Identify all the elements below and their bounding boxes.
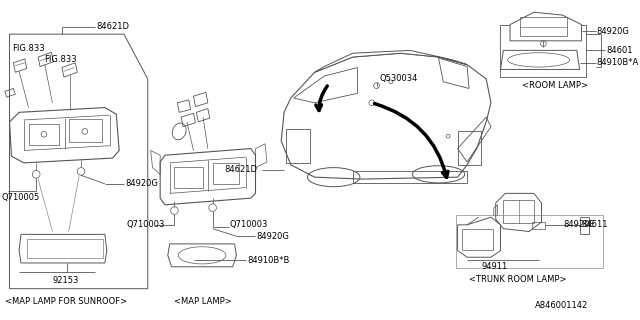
- Polygon shape: [315, 50, 467, 72]
- Text: <MAP LAMP>: <MAP LAMP>: [175, 297, 232, 306]
- Text: 84601: 84601: [606, 46, 633, 55]
- Polygon shape: [19, 234, 107, 263]
- Bar: [520, 17, 567, 36]
- Bar: [175, 167, 203, 188]
- Text: <ROOM LAMP>: <ROOM LAMP>: [522, 81, 588, 90]
- Text: 84910B*A: 84910B*A: [596, 58, 639, 67]
- Text: 84920G: 84920G: [125, 179, 158, 188]
- Bar: [68, 119, 102, 142]
- Polygon shape: [10, 108, 119, 163]
- Bar: [212, 163, 239, 184]
- Text: Q710003: Q710003: [127, 220, 165, 229]
- Text: A846001142: A846001142: [535, 301, 588, 310]
- Bar: [29, 124, 59, 145]
- Bar: [353, 172, 467, 183]
- Text: 84621D: 84621D: [224, 165, 257, 174]
- Text: FIG.833: FIG.833: [44, 55, 76, 64]
- Bar: [500, 25, 586, 77]
- Text: <MAP LAMP FOR SUNROOF>: <MAP LAMP FOR SUNROOF>: [4, 297, 127, 306]
- Text: Q710003: Q710003: [230, 220, 268, 229]
- Text: 84920G: 84920G: [596, 27, 630, 36]
- Polygon shape: [168, 244, 236, 267]
- Bar: [456, 215, 604, 268]
- Polygon shape: [500, 50, 580, 69]
- Bar: [503, 200, 534, 223]
- Text: 84920E: 84920E: [563, 220, 595, 229]
- Text: 94911: 94911: [481, 262, 508, 271]
- Polygon shape: [160, 148, 255, 205]
- Polygon shape: [10, 34, 148, 289]
- Text: Q530034: Q530034: [380, 75, 418, 84]
- Polygon shape: [281, 53, 491, 179]
- Text: 84611: 84611: [582, 220, 608, 229]
- Bar: [27, 239, 103, 258]
- Bar: [462, 228, 493, 250]
- Polygon shape: [496, 193, 541, 231]
- Bar: [286, 130, 310, 163]
- Text: Q710005: Q710005: [2, 193, 40, 202]
- Polygon shape: [510, 12, 582, 41]
- Text: 84621D: 84621D: [96, 22, 129, 31]
- Text: FIG.833: FIG.833: [12, 44, 45, 53]
- Polygon shape: [458, 217, 500, 257]
- Text: 84910B*B: 84910B*B: [247, 256, 289, 265]
- Text: <TRUNK ROOM LAMP>: <TRUNK ROOM LAMP>: [469, 275, 566, 284]
- Bar: [458, 132, 481, 165]
- Text: 92153: 92153: [52, 276, 79, 284]
- Text: 84920G: 84920G: [257, 232, 289, 241]
